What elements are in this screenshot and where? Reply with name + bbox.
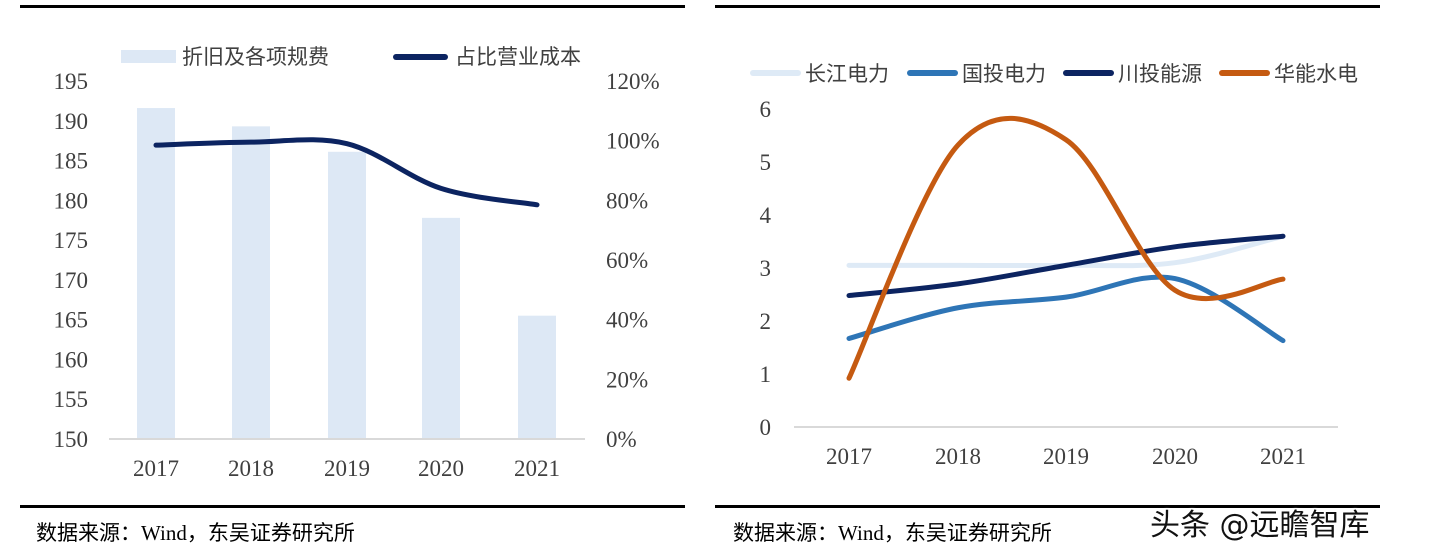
left-y-tick: 170 [54, 268, 89, 293]
right-y-tick: 60% [606, 248, 648, 273]
right-chart-x-tick: 2017 [826, 444, 872, 469]
left-y-tick: 150 [54, 427, 89, 452]
legend-label-bar: 折旧及各项规费 [182, 45, 329, 69]
line-占比营业成本 [153, 137, 540, 208]
right-chart-x-tick: 2020 [1152, 444, 1198, 469]
right-chart-y-tick: 1 [760, 362, 772, 387]
left-source-note: 数据来源：Wind，东吴证券研究所 [36, 521, 355, 545]
right-chart-y-tick: 6 [760, 97, 772, 122]
right-y-tick: 0% [606, 427, 637, 452]
left-y-tick: 155 [54, 387, 89, 412]
left-x-tick: 2020 [418, 456, 464, 481]
bar-2021 [518, 315, 556, 439]
top-rule-left [20, 5, 685, 8]
line-华能水电 [846, 115, 1286, 381]
right-chart-y-tick: 2 [760, 309, 772, 334]
right-y-tick: 120% [606, 69, 660, 94]
legend-label-长江电力: 长江电力 [805, 62, 889, 86]
right-y-tick: 20% [606, 367, 648, 392]
bar-2020 [422, 217, 460, 439]
legend-label-国投电力: 国投电力 [962, 62, 1046, 86]
left-y-tick: 190 [54, 109, 89, 134]
right-chart-y-tick: 5 [760, 150, 772, 175]
line-川投能源 [846, 233, 1286, 299]
left-x-tick: 2017 [133, 456, 179, 481]
right-chart-x-tick: 2018 [935, 444, 981, 469]
right-y-tick: 80% [606, 188, 648, 213]
bottom-rule-right [715, 505, 1380, 508]
bar-2018 [232, 126, 270, 439]
right-source-note: 数据来源：Wind，东吴证券研究所 [733, 521, 1052, 545]
left-x-tick: 2019 [324, 456, 370, 481]
legend-label-line: 占比营业成本 [455, 45, 581, 69]
right-chart-x-tick: 2021 [1260, 444, 1306, 469]
left-y-tick: 160 [54, 347, 89, 372]
left-y-tick: 180 [54, 188, 89, 213]
left-x-tick: 2021 [514, 456, 560, 481]
left-y-tick: 165 [54, 308, 89, 333]
right-y-tick: 40% [606, 308, 648, 333]
legend-swatch-bar [121, 50, 176, 63]
bar-2017 [137, 108, 175, 439]
left-x-tick: 2018 [228, 456, 274, 481]
right-chart-x-tick: 2019 [1043, 444, 1089, 469]
right-chart-y-tick: 0 [760, 415, 772, 440]
legend-label-华能水电: 华能水电 [1274, 62, 1358, 86]
right-y-tick: 100% [606, 129, 660, 154]
legend-label-川投能源: 川投能源 [1118, 62, 1202, 86]
top-rule-right [715, 5, 1380, 8]
right-chart-y-tick: 3 [760, 256, 772, 281]
bar-2019 [328, 151, 366, 439]
bottom-rule-left [20, 505, 685, 508]
watermark: 头条 @远瞻智库 [1150, 508, 1370, 543]
left-y-tick: 195 [54, 69, 89, 94]
left-y-tick: 185 [54, 149, 89, 174]
left-y-tick: 175 [54, 228, 89, 253]
right-chart-y-tick: 4 [760, 203, 772, 228]
